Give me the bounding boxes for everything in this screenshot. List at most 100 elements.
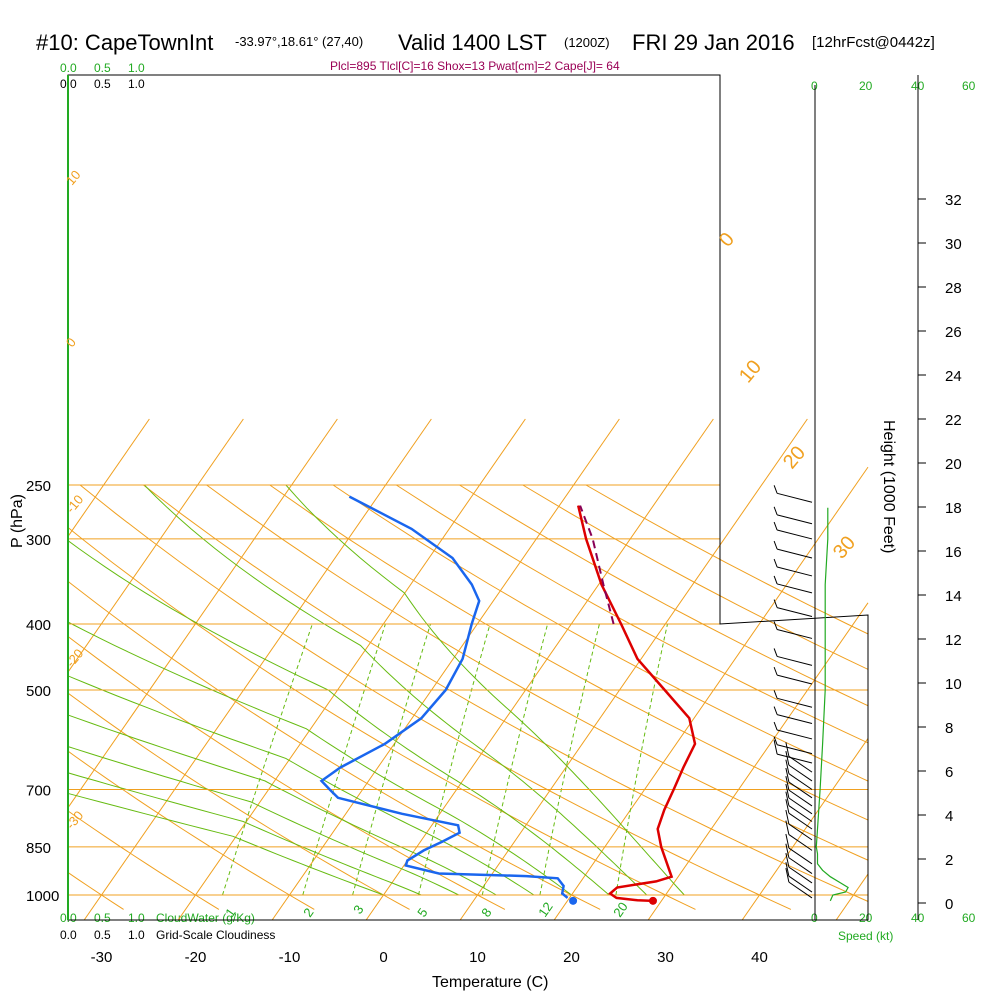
pressure-tick-label: 300 [26,532,51,549]
isotherm [365,418,714,921]
height-tick-label: 20 [945,456,962,473]
moist-adiabat [68,746,459,896]
temperature-tick-label: -30 [91,949,113,966]
height-tick-label: 18 [945,500,962,517]
height-tick-label: 24 [945,368,962,385]
wind-barb-flag [773,506,778,516]
isotherm-label: 0 [63,335,79,350]
mixing-ratio-label: 20 [610,899,631,919]
wind-barb-shaft [788,789,813,807]
isotherm [177,418,526,921]
height-tick-label: 10 [945,676,962,693]
wind-barb-flag [773,666,778,676]
wind-barb-flag [773,540,778,550]
wind-barb-flag [785,799,790,814]
mixing-ratio-line [302,623,386,896]
dry-adiabat [459,484,868,707]
pressure-tick-label: 1000 [26,888,59,905]
mixing-ratio-line [539,623,600,896]
moist-adiabat [68,772,422,896]
forecast-label: [12hrFcst@0442z] [812,34,935,51]
temperature-line [576,505,697,903]
wind-barb-flag [785,791,790,806]
isotherm-label: 0 [715,229,739,252]
isotherm-label: 10 [63,167,84,188]
height-tick-label: 6 [945,764,953,781]
cloudiness-bot-0: 0.0 [60,928,77,942]
isotherm [67,418,150,537]
wind-barb-shaft [788,834,813,851]
wind-barb-flag [773,690,778,699]
wind-barb-flag [773,575,778,585]
wind-barb-shaft [788,805,813,822]
speed-axis-label: Speed (kt) [838,929,893,943]
wind-barb-flag [785,776,790,791]
wind-barb-shaft [788,857,813,874]
wind-barb-flag [785,783,790,799]
pressure-tick-label: 400 [26,617,51,634]
dry-adiabat [206,484,868,861]
isotherm-label: -10 [63,492,87,516]
wind-barb-flag [785,751,790,766]
wind-barb-flag [773,599,778,608]
mixing-ratio-label: 5 [414,905,430,920]
surface-dew-dot [569,896,578,905]
wind-barb-flag [773,739,778,755]
moist-adiabat [285,484,685,896]
pressure-tick-label: 850 [26,840,51,857]
height-tick-label: 2 [945,852,953,869]
temperature-tick-label: 20 [563,949,580,966]
mixing-ratio-line [222,623,313,896]
wind-barb-flag [785,868,790,883]
moist-adiabat [68,714,497,896]
temperature-tick-label: 0 [379,949,387,966]
dry-adiabat [522,484,868,670]
isotherm [835,873,869,921]
wind-barb-shaft [788,781,813,799]
dry-adiabat [585,484,868,635]
wind-barb-shaft [776,607,813,618]
isotherm-label: -20 [63,646,87,670]
cloudwater-top-05: 0.5 [94,61,111,75]
pressure-tick-label: 500 [26,683,51,700]
moist-adiabat [68,792,384,896]
height-tick-label: 0 [945,896,953,913]
isotherm [67,418,338,808]
temperature-tick-label: 30 [657,949,674,966]
wind-barb-shaft [776,566,813,577]
dry-adiabat [396,484,868,744]
valid-time: Valid 1400 LST [398,30,547,55]
wind-barb-flag [773,621,778,630]
wind-barb-shaft [788,847,813,865]
dry-adiabat [68,635,506,910]
height-tick-label: 28 [945,280,962,297]
wind-barb-shaft [788,823,813,841]
wind-barb-flag [773,736,778,745]
dry-adiabat [68,692,410,910]
moist-adiabat [143,484,648,896]
isotherm-label: 20 [779,442,810,473]
wind-barb-flag [785,853,790,868]
temperature-tick-label: 40 [751,949,768,966]
temperature-tick-label: -20 [185,949,207,966]
speed-top-20: 20 [859,79,873,93]
height-tick-label: 12 [945,632,962,649]
mixing-ratio-label: 2 [300,905,316,920]
wind-barb-shaft [776,655,813,666]
wind-barb-flag [785,862,790,877]
cloudwater-bot-1: 1.0 [128,911,145,925]
cloudiness-bot-1: 1.0 [128,928,145,942]
cloudwater-top-0: 0.0 [60,61,77,75]
wind-barb-shaft [776,629,813,639]
mixing-ratio-label: 3 [350,902,366,917]
isotherm-label: -30 [63,808,87,832]
wind-barb-shaft [776,492,813,503]
wind-barb-flag [785,767,790,783]
height-tick-label: 30 [945,236,962,253]
wind-barb-flag [785,843,790,858]
dry-adiabat [68,526,696,910]
parcel-line [579,505,615,625]
wind-barb-shaft [788,755,813,773]
cloudwater-label: CloudWater (g/Kg) [156,911,255,925]
speed-top-60: 60 [962,79,976,93]
